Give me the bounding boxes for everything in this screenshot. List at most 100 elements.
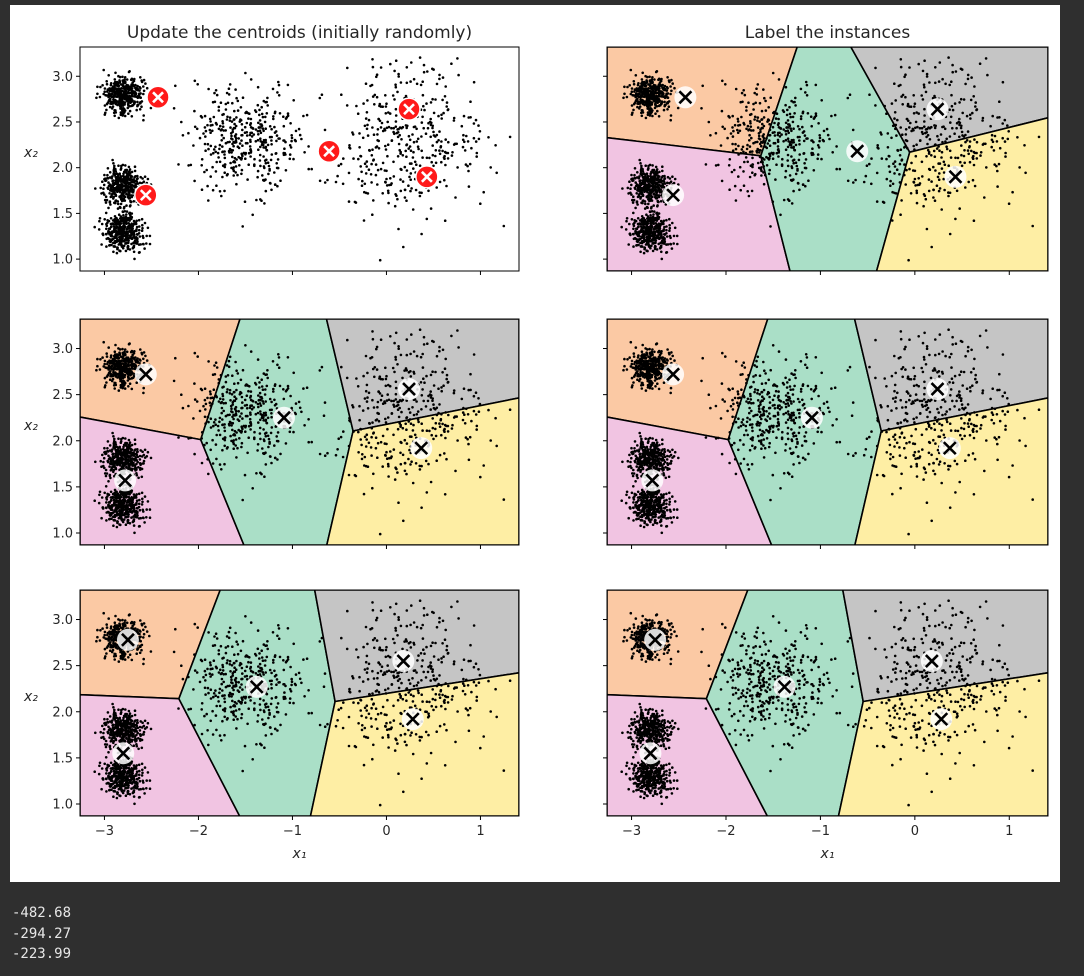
data-point [648,188,651,192]
data-point [365,400,369,403]
data-point [804,91,807,94]
data-point [661,86,664,90]
data-point [273,125,276,129]
data-point [232,390,236,394]
data-point [804,184,807,188]
data-point [370,181,373,184]
data-point [385,126,389,130]
data-point [475,424,479,428]
data-point [789,143,793,147]
data-point [1023,144,1026,147]
data-point [214,150,217,154]
data-point [395,404,399,408]
data-point [247,163,250,166]
data-point [288,144,292,147]
data-point [142,78,146,82]
data-point [250,135,254,138]
data-point [632,80,636,83]
data-point [633,219,636,222]
data-point [474,118,478,122]
data-point [234,171,237,174]
data-point [340,365,343,369]
data-point [221,150,224,154]
data-point [118,190,121,193]
data-point [434,408,437,411]
data-point [113,99,116,103]
data-point [369,356,372,360]
data-point [916,125,919,129]
data-point [196,355,199,358]
data-point [212,388,216,392]
data-point [966,149,970,152]
data-point [110,188,114,191]
data-point [371,95,375,98]
data-point [880,157,884,160]
data-point [203,415,207,419]
data-point [133,101,137,104]
data-point [392,399,396,403]
data-point [435,140,439,144]
data-point [105,82,109,86]
data-point [945,147,949,151]
data-point [638,105,642,108]
data-point [762,165,766,168]
data-point [360,443,363,447]
x-icon [323,145,336,158]
data-point [361,136,365,140]
data-point [245,110,248,114]
data-point [984,57,988,60]
data-point [651,249,655,253]
data-point [127,197,131,200]
data-point [228,413,231,417]
data-point [131,81,134,84]
data-point [962,98,966,101]
data-point [387,383,390,387]
data-point [776,145,780,148]
data-point [421,156,424,159]
data-point [282,397,286,401]
data-point [646,196,650,199]
data-point [738,165,742,169]
data-point [225,118,229,121]
data-point [208,117,212,121]
data-point [284,140,287,144]
data-point [180,120,183,124]
data-point [751,156,754,160]
data-point [763,173,767,177]
data-point [262,416,265,420]
data-point [125,227,129,231]
data-point [1011,190,1014,194]
data-point [103,218,106,221]
data-point [211,165,214,169]
data-point [758,120,761,123]
data-point [136,182,140,185]
data-point [220,194,223,198]
data-point [904,73,907,76]
data-point [467,116,471,119]
data-point [251,400,255,403]
data-point [305,386,309,390]
data-point [97,228,101,231]
data-point [467,185,471,188]
data-point [136,177,139,180]
data-point [235,182,238,186]
data-point [788,105,791,109]
data-point [288,153,292,156]
data-point [418,468,422,471]
data-point [925,72,929,76]
data-point [905,139,909,143]
data-point [206,184,209,188]
data-point [200,164,203,167]
data-point [174,356,177,360]
data-point [895,134,898,137]
data-point [104,195,108,198]
data-point [127,165,131,169]
data-point [231,415,234,419]
data-point [354,201,358,204]
data-point [793,112,796,115]
data-point [936,134,939,138]
data-point [643,88,646,91]
data-point [468,435,472,439]
